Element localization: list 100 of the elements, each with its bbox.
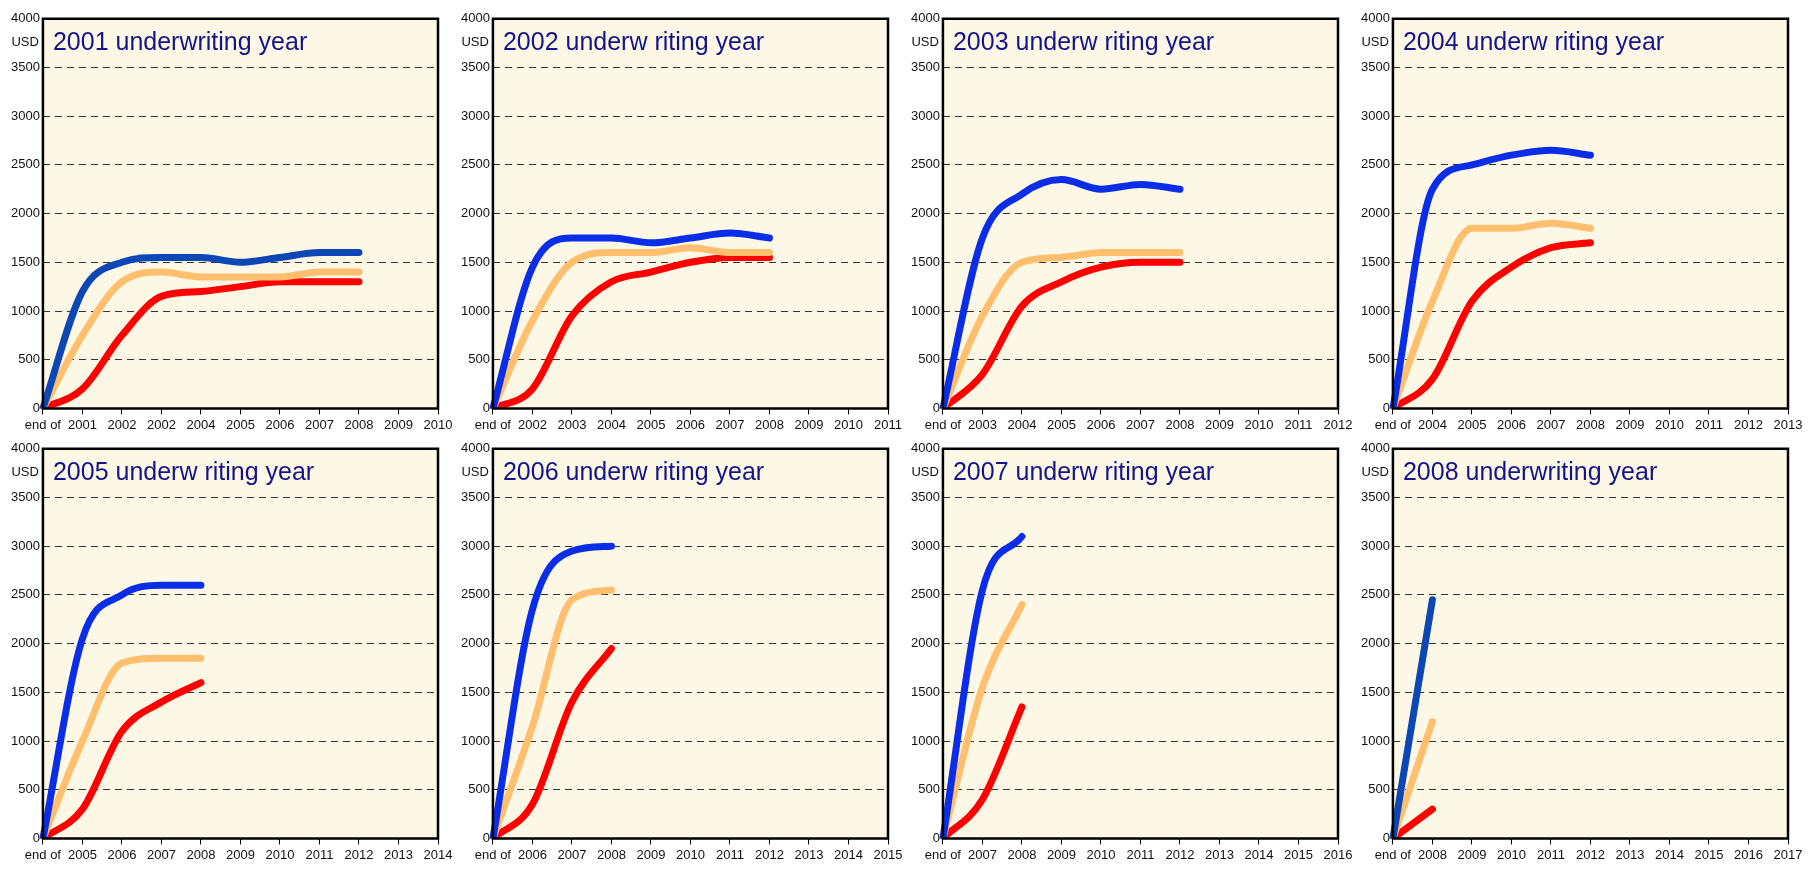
y-tick-label: 1500 [911, 253, 940, 269]
x-tick-label: 2005 [1457, 416, 1487, 432]
x-tick-label: 2005 [1046, 416, 1076, 432]
y-axis-title: USD [461, 464, 489, 480]
y-tick-label: 2000 [11, 635, 40, 651]
x-tick-label: 2016 [1734, 846, 1763, 862]
x-tick-label: 2012 [1323, 416, 1353, 432]
x-tick-label: 2009 [1457, 846, 1487, 862]
y-tick-label: 3000 [461, 107, 490, 123]
y-tick-label: 4000 [911, 440, 940, 456]
x-tick-label: 2005 [636, 416, 666, 432]
x-tick-label: 2010 [265, 846, 295, 862]
y-tick-label: 500 [1368, 351, 1390, 367]
y-tick-label: 0 [932, 399, 940, 415]
chart-title: 2007 underw riting year [952, 457, 1215, 486]
x-tick-label: 2005 [67, 846, 97, 862]
x-tick-label: 2004 [1417, 416, 1447, 432]
y-tick-label: 3500 [461, 489, 490, 505]
y-tick-label: 2000 [11, 205, 40, 221]
x-tick-label: 2006 [1496, 416, 1526, 432]
x-tick-label: 2007 [1536, 416, 1566, 432]
y-tick-label: 1500 [11, 683, 40, 699]
y-tick-label: 3000 [461, 537, 490, 553]
y-tick-label: 2000 [461, 635, 490, 651]
y-tick-label: 1500 [911, 683, 940, 699]
x-tick-label: end of [24, 416, 62, 432]
y-tick-label: 4000 [461, 10, 490, 26]
x-tick-label: 2008 [344, 416, 374, 432]
y-tick-label: 2500 [1361, 586, 1390, 602]
y-tick-label: 2000 [461, 205, 490, 221]
y-tick-label: 1000 [911, 732, 940, 748]
x-tick-label: 2004 [596, 416, 626, 432]
x-tick-label: 2014 [834, 846, 863, 862]
x-tick-label: 2009 [384, 416, 413, 432]
y-tick-label: 2500 [11, 156, 40, 172]
y-axis-title: USD [461, 34, 489, 50]
x-tick-label: end of [474, 416, 512, 432]
chart-title: 2004 underw riting year [1402, 27, 1665, 56]
x-tick-label: 2007 [967, 846, 997, 862]
y-tick-label: 1500 [1361, 683, 1390, 699]
y-tick-label: 1000 [461, 732, 490, 748]
x-tick-label: 2011 [305, 846, 334, 862]
y-tick-label: 500 [468, 351, 490, 367]
chart-title: 2008 underwriting year [1402, 457, 1658, 486]
chart-title: 2005 underw riting year [52, 457, 315, 486]
x-tick-label: 2013 [1615, 846, 1645, 862]
x-tick-label: 2008 [1417, 846, 1447, 862]
x-tick-label: 2014 [423, 846, 453, 862]
x-tick-label: 2015 [1284, 846, 1313, 862]
x-tick-label: 2008 [1007, 846, 1037, 862]
x-tick-label: 2008 [1165, 416, 1195, 432]
x-tick-label: 2006 [107, 846, 137, 862]
x-tick-label: 2007 [146, 846, 176, 862]
x-tick-label: 2011 [874, 416, 902, 432]
x-tick-label: 2011 [1126, 846, 1155, 862]
x-tick-label: 2002 [107, 416, 137, 432]
y-tick-label: 3500 [1361, 489, 1390, 505]
y-tick-label: 1500 [461, 683, 490, 699]
y-tick-label: 2500 [1361, 156, 1390, 172]
y-tick-label: 3500 [11, 489, 40, 505]
x-tick-label: 2003 [557, 416, 587, 432]
x-tick-label: 2009 [1046, 846, 1076, 862]
x-tick-label: 2009 [636, 846, 666, 862]
x-tick-label: 2015 [873, 846, 903, 862]
y-tick-label: 3500 [1361, 59, 1390, 75]
y-tick-label: 3000 [11, 537, 40, 553]
x-tick-label: 2012 [344, 846, 374, 862]
chart-title: 2002 underw riting year [502, 27, 765, 56]
x-tick-label: 2008 [1576, 416, 1605, 432]
x-tick-label: end of [1374, 416, 1412, 432]
x-tick-label: 2010 [1244, 416, 1274, 432]
x-tick-label: 2011 [715, 846, 744, 862]
x-tick-label: 2003 [967, 416, 997, 432]
x-tick-label: 2013 [384, 846, 413, 862]
x-tick-label: 2017 [1773, 846, 1803, 862]
y-tick-label: 3000 [11, 107, 40, 123]
x-tick-label: 2008 [755, 416, 784, 432]
y-tick-label: 1000 [1361, 732, 1390, 748]
y-tick-label: 4000 [11, 10, 40, 26]
x-tick-label: 2008 [186, 846, 216, 862]
x-tick-label: 2015 [1694, 846, 1724, 862]
y-tick-label: 4000 [911, 10, 940, 26]
y-axis-title: USD [11, 464, 39, 480]
y-tick-label: 1500 [1361, 253, 1390, 269]
x-tick-label: end of [474, 846, 512, 862]
y-tick-label: 4000 [461, 440, 490, 456]
x-tick-label: 2010 [676, 846, 705, 862]
y-tick-label: 0 [32, 829, 40, 845]
y-tick-label: 1000 [11, 732, 40, 748]
y-tick-label: 4000 [11, 440, 40, 456]
y-tick-label: 1500 [11, 253, 40, 269]
y-tick-label: 2000 [911, 635, 940, 651]
y-tick-label: 500 [918, 351, 940, 367]
y-axis-title: USD [1361, 464, 1389, 480]
y-tick-label: 0 [1382, 399, 1390, 415]
x-tick-label: 2002 [146, 416, 176, 432]
x-tick-label: 2016 [1323, 846, 1353, 862]
y-tick-label: 3000 [1361, 107, 1390, 123]
y-tick-label: 4000 [1361, 10, 1390, 26]
x-tick-label: 2009 [226, 846, 255, 862]
